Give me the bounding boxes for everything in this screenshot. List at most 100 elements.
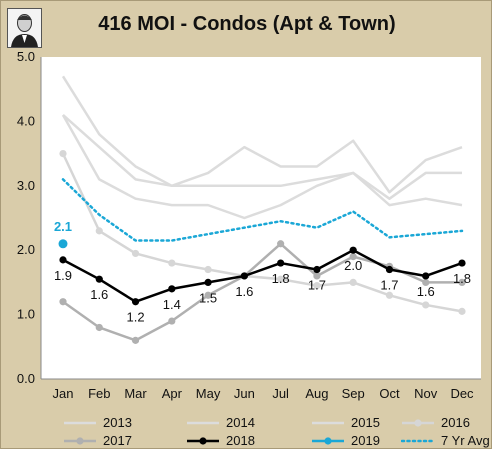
series-line-2018 (62, 248, 463, 303)
series-line-7-yr-avg (61, 178, 464, 242)
series-point-2016 (131, 249, 140, 258)
x-tick-label: Sep (342, 386, 365, 401)
x-tick-label: Jun (234, 386, 255, 401)
data-label-2018: 1.6 (417, 284, 435, 299)
series-line-2017 (62, 242, 462, 342)
legend-label: 2018 (226, 433, 255, 448)
data-label-2018: 1.8 (272, 271, 290, 286)
legend-swatch-7-yr-avg (401, 439, 435, 442)
x-tick-label: Jan (53, 386, 74, 401)
series-point-2018 (313, 265, 321, 274)
y-tick-label: 5.0 (17, 49, 35, 64)
series-point-2016 (204, 265, 212, 274)
data-label-2019: 2.1 (54, 219, 72, 234)
series-point-2018 (385, 265, 394, 274)
data-label-2018: 2.0 (344, 258, 362, 273)
series-point-2017 (313, 272, 321, 280)
data-label-2018: 1.4 (163, 297, 181, 312)
series-point-2017 (59, 298, 67, 306)
x-tick-label: May (196, 386, 221, 401)
legend-swatch-2015 (312, 421, 344, 424)
author-avatar (7, 8, 42, 48)
legend-item-2016: 2016 (401, 415, 470, 430)
line-chart: 0.0 1.0 2.0 3.0 4.0 5.0 Jan Feb Mar Apr May Jun Jul A… (17, 49, 481, 401)
legend-label: 2017 (103, 433, 132, 448)
series-point-2019 (58, 239, 68, 249)
data-label-2018: 1.6 (90, 287, 108, 302)
data-label-2018: 1.5 (199, 290, 217, 305)
series-point-2017 (422, 278, 430, 286)
series-point-2018 (168, 285, 176, 293)
legend-item-7-yr-avg: 7 Yr Avg (401, 433, 490, 448)
legend-swatch-2014 (187, 421, 219, 424)
portrait-icon (8, 9, 41, 47)
legend-item-2018: 2018 (186, 433, 255, 448)
x-tick-label: Nov (414, 386, 438, 401)
y-tick-label: 4.0 (17, 113, 35, 128)
series-line-2015 (62, 114, 462, 200)
x-tick-label: Jul (272, 386, 289, 401)
series-point-2016 (422, 301, 430, 309)
x-tick-label: Apr (162, 386, 183, 401)
data-label-2018: 1.2 (127, 310, 145, 325)
series-point-2016 (168, 259, 176, 267)
series-point-2016 (385, 291, 394, 299)
legend-label: 7 Yr Avg (441, 433, 490, 448)
legend-label: 2019 (351, 433, 380, 448)
y-tick-label: 1.0 (17, 307, 35, 322)
series-point-2016 (95, 227, 103, 235)
data-label-2018: 1.8 (453, 271, 471, 286)
legend-label: 2013 (103, 415, 132, 430)
series-point-2018 (422, 272, 430, 280)
series-point-2017 (349, 253, 357, 261)
chart-legend: 2013 2014 2015 2016 2017 2018 2019 7 Yr Avg (1, 411, 492, 448)
series-point-2017 (95, 323, 103, 332)
series-point-2018 (240, 272, 248, 280)
legend-item-2013: 2013 (63, 415, 132, 430)
legend-item-2015: 2015 (311, 415, 380, 430)
series-point-2018 (131, 298, 140, 306)
series-point-2017 (277, 240, 285, 248)
series-point-2017 (458, 278, 466, 286)
legend-item-2014: 2014 (186, 415, 255, 430)
chart-title: 416 MOI - Condos (Apt & Town) (98, 13, 396, 35)
legend-item-2017: 2017 (63, 433, 132, 448)
series-point-2018 (458, 259, 466, 267)
y-tick-label: 2.0 (17, 242, 35, 257)
x-tick-label: Aug (305, 386, 328, 401)
series-point-2018 (59, 256, 67, 264)
series-line-2013 (61, 75, 463, 194)
series-line-2014 (61, 114, 463, 220)
legend-swatch-2016 (402, 418, 434, 427)
legend-label: 2014 (226, 415, 255, 430)
series-line-2016 (61, 153, 463, 313)
series-point-2016 (59, 150, 67, 158)
plot-area (41, 57, 481, 379)
legend-swatch-2019 (312, 436, 344, 445)
series-point-2016 (313, 282, 321, 290)
series-point-2018 (349, 246, 357, 254)
series-point-2016 (349, 278, 357, 286)
data-label-2018: 1.6 (235, 284, 253, 299)
x-tick-label: Dec (450, 386, 474, 401)
series-point-2018 (277, 259, 285, 267)
series-point-2018 (95, 275, 103, 283)
x-tick-label: Oct (379, 386, 400, 401)
legend-label: 2015 (351, 415, 380, 430)
legend-swatch-2017 (64, 436, 96, 445)
x-tick-label: Feb (88, 386, 110, 401)
data-label-2018: 1.7 (308, 278, 326, 293)
y-tick-label: 3.0 (17, 178, 35, 193)
x-tick-label: Mar (124, 386, 147, 401)
series-point-2017 (168, 317, 176, 325)
series-point-2017 (204, 291, 212, 299)
data-label-2018: 1.9 (54, 268, 72, 283)
legend-item-2019: 2019 (311, 433, 380, 448)
series-point-2016 (458, 307, 466, 315)
y-tick-label: 0.0 (17, 371, 35, 386)
series-point-2018 (204, 278, 212, 286)
legend-swatch-2018 (187, 436, 219, 445)
data-label-2018: 1.7 (380, 278, 398, 293)
series-point-2016 (277, 275, 285, 283)
